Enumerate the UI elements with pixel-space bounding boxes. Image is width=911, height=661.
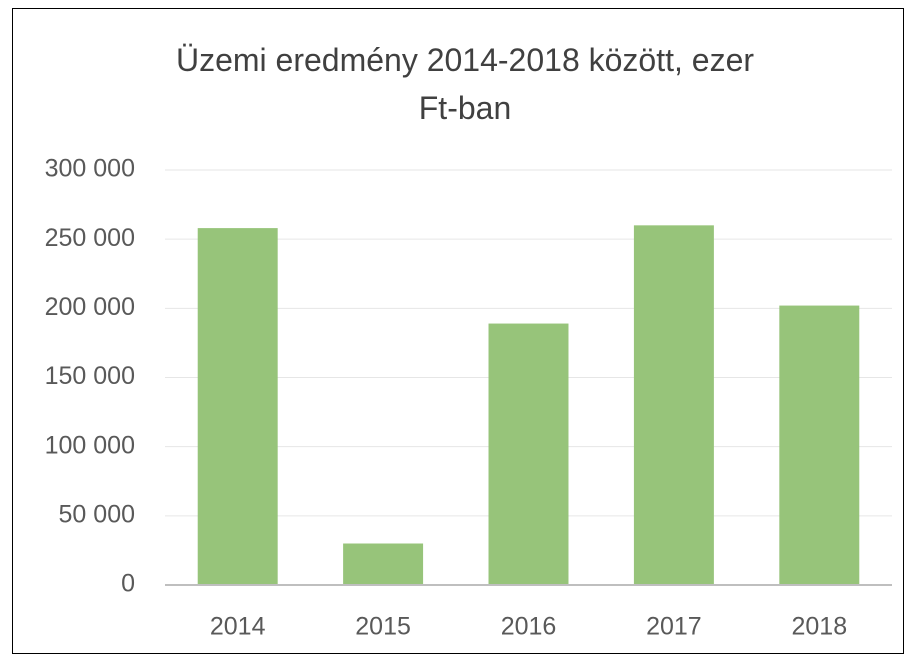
y-tick-label: 150 000 (45, 362, 135, 390)
y-tick-label: 50 000 (59, 500, 135, 528)
bar (488, 323, 569, 585)
chart-title: Üzemi eredmény 2014-2018 között, ezer Ft… (175, 42, 755, 126)
y-tick-label: 300 000 (45, 155, 135, 183)
x-tick-label: 2017 (646, 613, 702, 641)
x-tick-label: 2015 (355, 613, 411, 641)
bar (197, 228, 278, 585)
x-tick-label: 2016 (501, 613, 557, 641)
x-tick-label: 2014 (210, 613, 266, 641)
x-tick-label: 2018 (791, 613, 847, 641)
y-tick-label: 200 000 (45, 293, 135, 321)
bar (343, 543, 424, 585)
chart-border (12, 8, 904, 654)
bar (633, 225, 714, 586)
y-tick-label: 0 (121, 570, 135, 598)
y-tick-label: 250 000 (45, 224, 135, 252)
y-tick-label: 100 000 (45, 431, 135, 459)
bar (779, 305, 860, 585)
